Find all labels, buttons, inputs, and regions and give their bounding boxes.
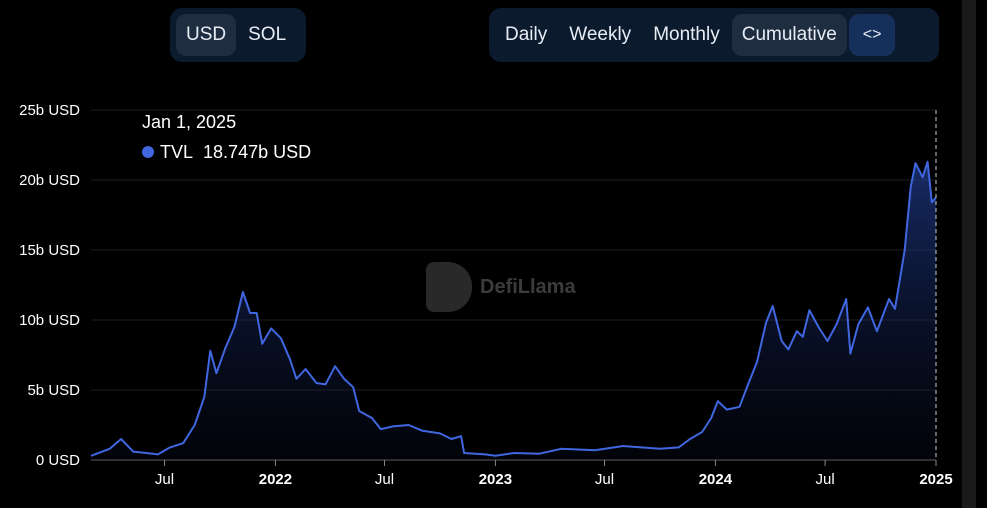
period-weekly-button[interactable]: Weekly bbox=[569, 24, 632, 45]
x-tick-label: Jul bbox=[595, 471, 614, 488]
x-tick-label: 2025 bbox=[919, 471, 952, 488]
currency-usd-button[interactable]: USD bbox=[176, 14, 237, 56]
tooltip-value: 18.747b USD bbox=[203, 142, 312, 162]
x-tick-label: Jul bbox=[816, 471, 835, 488]
watermark: DefiLlama bbox=[426, 262, 576, 312]
x-tick-label: 2023 bbox=[479, 471, 512, 488]
x-tick-label: Jul bbox=[375, 471, 394, 488]
code-brackets-icon[interactable]: <> bbox=[848, 14, 896, 56]
y-tick-label: 15b USD bbox=[19, 242, 80, 259]
llama-logo-icon bbox=[426, 262, 472, 312]
y-tick-label: 10b USD bbox=[19, 312, 80, 329]
scrollbar[interactable] bbox=[962, 0, 976, 508]
x-tick-label: Jul bbox=[155, 471, 174, 488]
period-cumulative-button[interactable]: Cumulative bbox=[731, 14, 847, 56]
period-toggle: Daily Weekly Monthly Cumulative <> bbox=[489, 8, 939, 62]
tooltip: Jan 1, 2025 TVL 18.747b USD bbox=[142, 107, 311, 167]
tooltip-date: Jan 1, 2025 bbox=[142, 112, 237, 132]
x-tick-label: 2024 bbox=[699, 471, 733, 488]
series-dot-icon bbox=[142, 146, 154, 158]
period-daily-button[interactable]: Daily bbox=[505, 24, 548, 45]
period-monthly-button[interactable]: Monthly bbox=[653, 24, 720, 45]
y-tick-label: 25b USD bbox=[19, 102, 80, 119]
tvl-line bbox=[90, 160, 937, 457]
tvl-area bbox=[91, 161, 936, 461]
y-tick-label: 0 USD bbox=[36, 452, 80, 469]
y-tick-label: 5b USD bbox=[27, 382, 80, 399]
currency-sol-button[interactable]: SOL bbox=[248, 24, 287, 45]
y-tick-label: 20b USD bbox=[19, 172, 80, 189]
currency-toggle: USD SOL bbox=[170, 8, 306, 62]
x-tick-label: 2022 bbox=[259, 471, 292, 488]
tooltip-series: TVL bbox=[160, 142, 194, 162]
